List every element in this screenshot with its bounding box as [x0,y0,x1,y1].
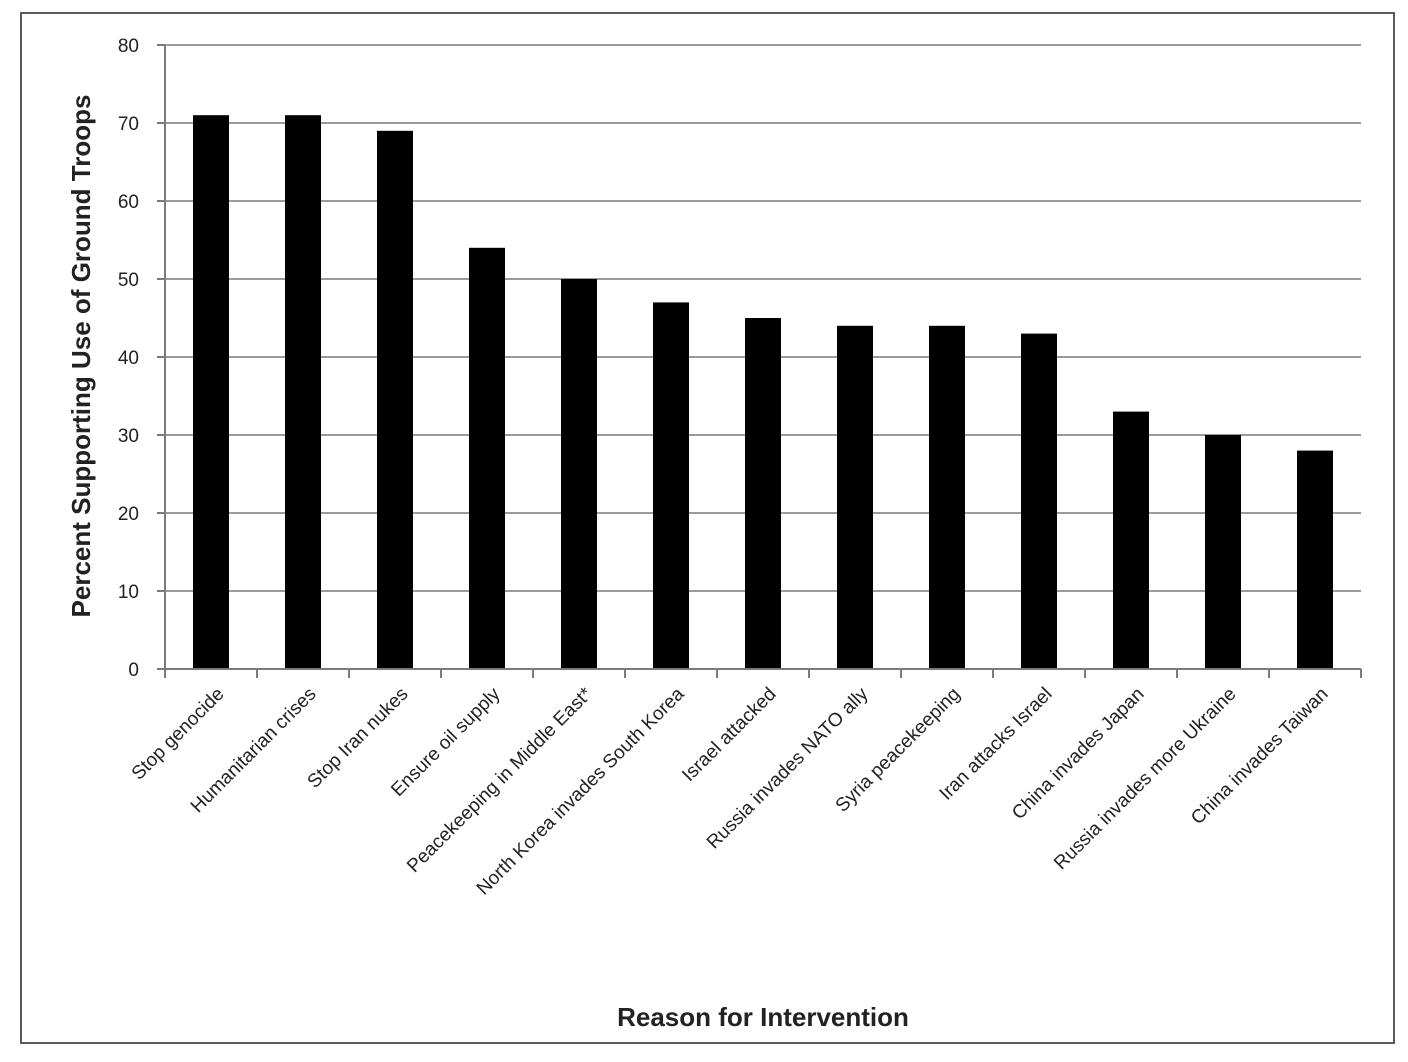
bar [1021,333,1057,669]
y-tick-label: 50 [118,270,139,291]
x-tick-label: North Korea invades South Korea [473,683,689,899]
x-tick-label: Russia invades NATO ally [703,683,873,853]
x-tick-label: Peacekeeping in Middle East* [403,683,597,877]
y-tick-label: 10 [118,582,139,603]
bar [1297,450,1333,669]
x-axis-title: Reason for Intervention [617,1002,909,1032]
gridlines [165,44,1361,592]
bar [929,325,965,669]
y-tick-label: 40 [118,348,139,369]
y-axis-title: Percent Supporting Use of Ground Troops [66,95,96,618]
y-tick-label: 80 [118,36,139,57]
bar [1205,435,1241,669]
y-tick-label: 60 [118,192,139,213]
y-tick-label: 0 [128,660,139,681]
y-tick-label: 30 [118,426,139,447]
x-tick-label: Stop genocide [128,684,229,785]
bar [285,115,321,669]
chart-frame [20,12,1395,1044]
bar [837,325,873,669]
x-tick-label: Russia invades more Ukraine [1050,684,1240,874]
bar [193,115,229,669]
y-tick-label: 70 [118,114,139,135]
bars [193,115,1333,670]
y-axis: 0 10 20 30 40 50 60 70 80 [118,36,166,681]
bar [377,130,413,670]
bar [745,318,781,669]
y-tick-label: 20 [118,504,139,525]
x-tick-label: Israel attacked [678,684,780,786]
bar [1113,411,1149,669]
bar [469,247,505,670]
bar [561,279,597,669]
bar [653,302,689,669]
